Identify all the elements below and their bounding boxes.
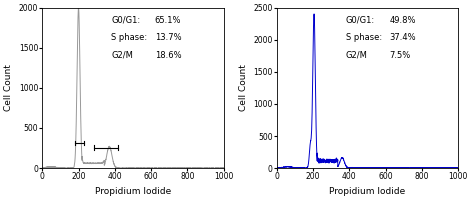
X-axis label: Propidium Iodide: Propidium Iodide	[95, 187, 171, 196]
Text: S phase:: S phase:	[346, 33, 382, 42]
Text: 7.5%: 7.5%	[389, 51, 411, 60]
Text: 65.1%: 65.1%	[155, 16, 181, 25]
Text: 13.7%: 13.7%	[155, 33, 181, 42]
Y-axis label: Cell Count: Cell Count	[239, 64, 248, 111]
Text: 37.4%: 37.4%	[389, 33, 416, 42]
Text: G0/G1:: G0/G1:	[111, 16, 140, 25]
Text: 18.6%: 18.6%	[155, 51, 181, 60]
Text: G2/M: G2/M	[111, 51, 133, 60]
Y-axis label: Cell Count: Cell Count	[4, 64, 13, 111]
Text: G0/G1:: G0/G1:	[346, 16, 375, 25]
Text: S phase:: S phase:	[111, 33, 147, 42]
X-axis label: Propidium Iodide: Propidium Iodide	[329, 187, 405, 196]
Text: G2/M: G2/M	[346, 51, 368, 60]
Text: 49.8%: 49.8%	[389, 16, 416, 25]
